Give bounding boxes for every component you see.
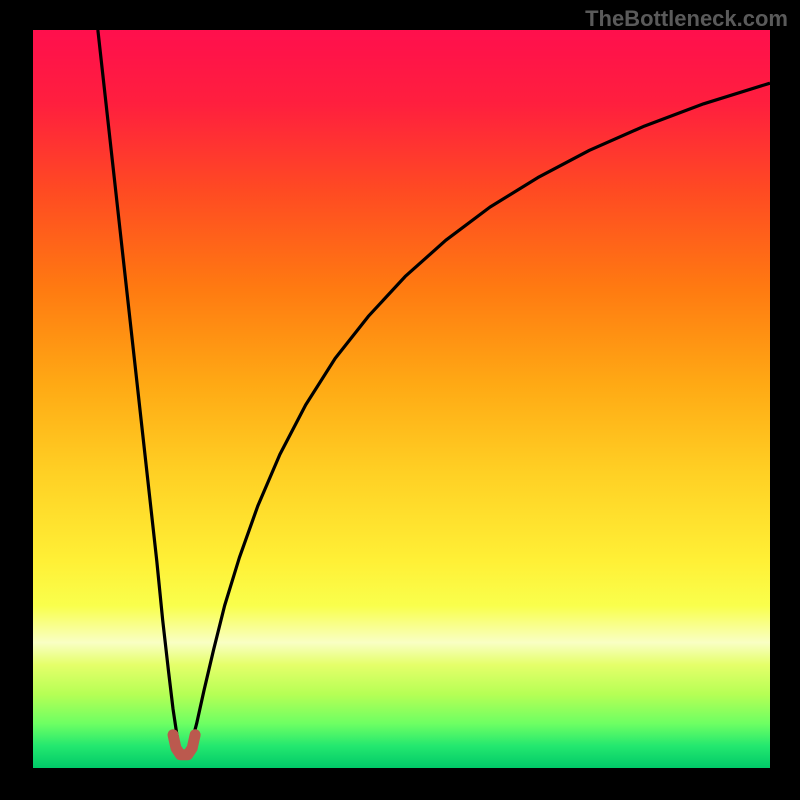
plot-area — [33, 30, 770, 768]
watermark-text: TheBottleneck.com — [585, 6, 788, 32]
gradient-background — [33, 30, 770, 768]
plot-svg — [33, 30, 770, 768]
chart-container: TheBottleneck.com — [0, 0, 800, 800]
